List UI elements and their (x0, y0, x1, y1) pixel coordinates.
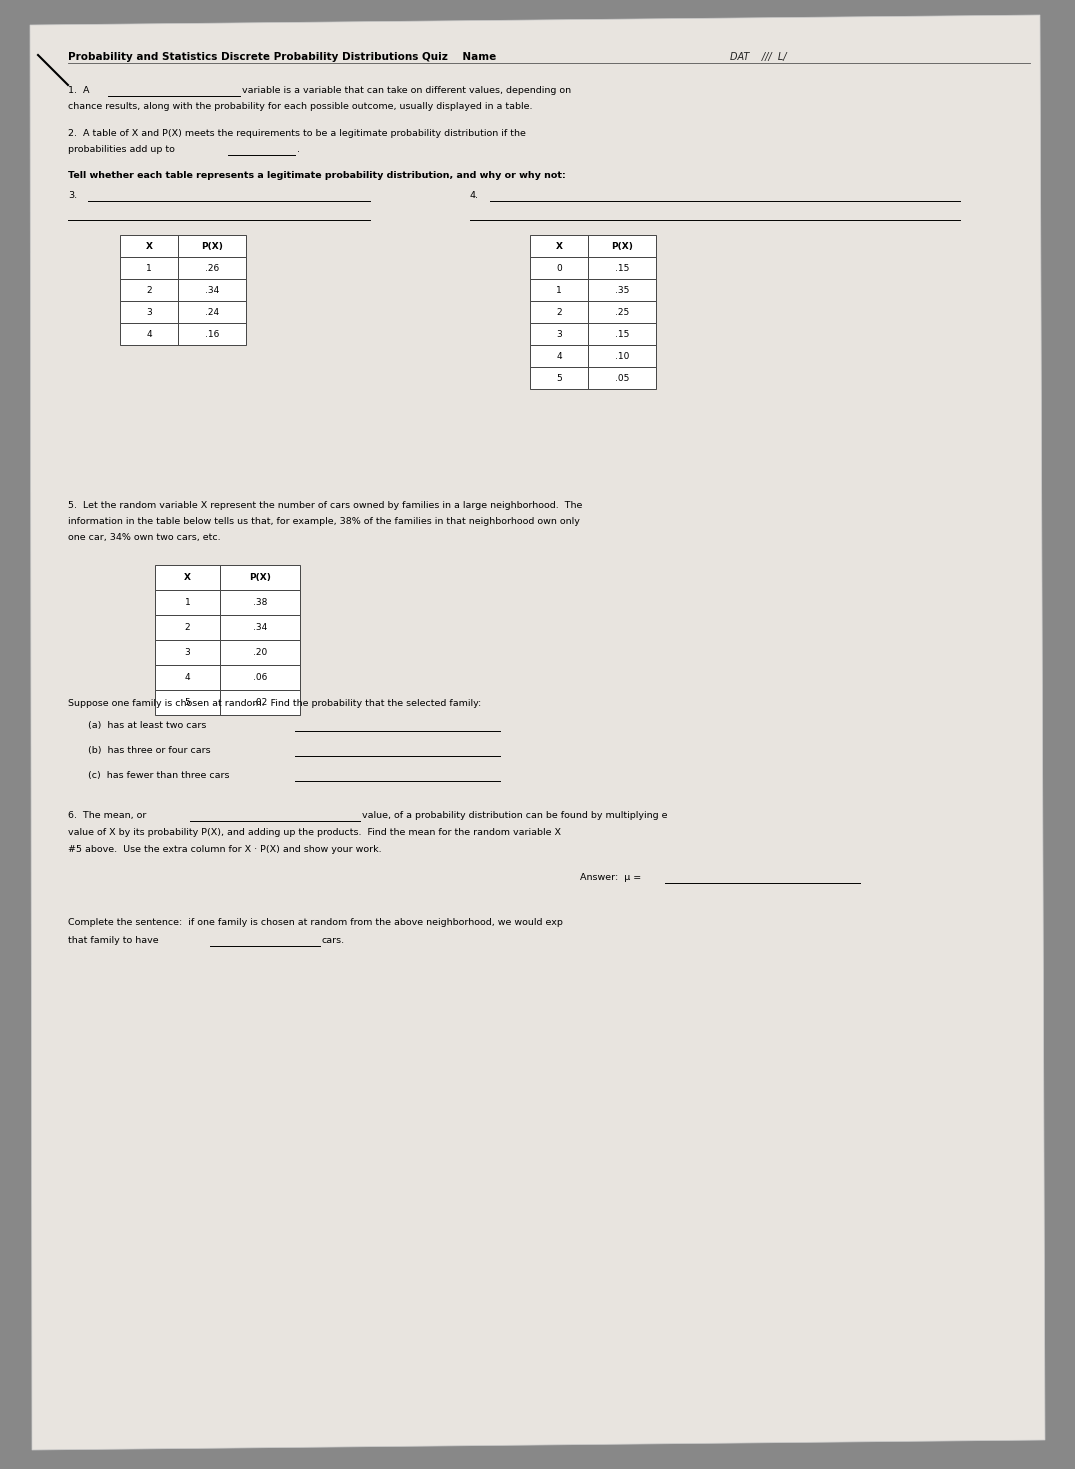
Text: 1: 1 (556, 285, 562, 294)
Bar (178, 235, 246, 257)
Text: P(X): P(X) (201, 241, 223, 251)
Text: .16: .16 (205, 329, 219, 338)
Bar (588, 301, 656, 323)
Bar (588, 257, 656, 279)
Text: Answer:  μ =: Answer: μ = (580, 873, 642, 881)
Text: .25: .25 (615, 307, 629, 316)
Bar (155, 640, 220, 665)
Text: P(X): P(X) (249, 573, 271, 582)
Bar (530, 257, 588, 279)
Text: value, of a probability distribution can be found by multiplying e: value, of a probability distribution can… (362, 811, 668, 820)
Text: .15: .15 (615, 263, 629, 273)
Text: variable is a variable that can take on different values, depending on: variable is a variable that can take on … (242, 87, 571, 95)
Text: 2.  A table of X and P(X) meets the requirements to be a legitimate probability : 2. A table of X and P(X) meets the requi… (68, 129, 526, 138)
Text: Probability and Statistics Discrete Probability Distributions Quiz    Name: Probability and Statistics Discrete Prob… (68, 51, 500, 62)
Bar (588, 279, 656, 301)
Text: .06: .06 (253, 673, 268, 682)
Bar (155, 616, 220, 640)
Bar (530, 301, 588, 323)
Text: .05: .05 (615, 373, 629, 382)
Text: 2: 2 (146, 285, 152, 294)
Bar (120, 301, 178, 323)
Text: (a)  has at least two cars: (a) has at least two cars (88, 721, 206, 730)
Text: (b)  has three or four cars: (b) has three or four cars (88, 746, 211, 755)
Bar (530, 235, 588, 257)
Bar (220, 591, 300, 616)
Text: X: X (184, 573, 191, 582)
Bar (178, 323, 246, 345)
Bar (530, 345, 588, 367)
Bar (178, 301, 246, 323)
Text: Complete the sentence:  if one family is chosen at random from the above neighbo: Complete the sentence: if one family is … (68, 918, 563, 927)
Bar (530, 367, 588, 389)
Text: 5.  Let the random variable X represent the number of cars owned by families in : 5. Let the random variable X represent t… (68, 501, 583, 510)
Text: 2: 2 (556, 307, 562, 316)
Bar (178, 257, 246, 279)
Text: 3: 3 (556, 329, 562, 338)
Bar (120, 235, 178, 257)
Text: .15: .15 (615, 329, 629, 338)
Text: 1: 1 (185, 598, 190, 607)
Text: .35: .35 (615, 285, 629, 294)
Text: 3: 3 (185, 648, 190, 657)
Bar (155, 591, 220, 616)
Bar (220, 640, 300, 665)
Text: 4: 4 (146, 329, 152, 338)
Text: 3.: 3. (68, 191, 77, 200)
Text: (c)  has fewer than three cars: (c) has fewer than three cars (88, 771, 229, 780)
Text: .20: .20 (253, 648, 267, 657)
Bar (155, 566, 220, 591)
Text: 4: 4 (185, 673, 190, 682)
Text: .38: .38 (253, 598, 268, 607)
Text: that family to have: that family to have (68, 936, 159, 945)
Text: value of X by its probability P(X), and adding up the products.  Find the mean f: value of X by its probability P(X), and … (68, 829, 561, 837)
Text: .24: .24 (205, 307, 219, 316)
Text: .10: .10 (615, 351, 629, 360)
Text: 5: 5 (185, 698, 190, 707)
Text: 5: 5 (556, 373, 562, 382)
Bar (220, 616, 300, 640)
Text: X: X (556, 241, 562, 251)
Text: Suppose one family is chosen at random.  Find the probability that the selected : Suppose one family is chosen at random. … (68, 699, 482, 708)
Bar (530, 279, 588, 301)
Text: chance results, along with the probability for each possible outcome, usually di: chance results, along with the probabili… (68, 101, 532, 112)
Bar (120, 323, 178, 345)
Text: 4.: 4. (470, 191, 479, 200)
Text: .02: .02 (253, 698, 267, 707)
Bar (220, 566, 300, 591)
Bar (588, 345, 656, 367)
Text: cars.: cars. (322, 936, 345, 945)
Bar (588, 367, 656, 389)
Text: .34: .34 (253, 623, 267, 632)
Bar (155, 665, 220, 690)
Text: #5 above.  Use the extra column for X · P(X) and show your work.: #5 above. Use the extra column for X · P… (68, 845, 382, 853)
Text: one car, 34% own two cars, etc.: one car, 34% own two cars, etc. (68, 533, 220, 542)
Text: information in the table below tells us that, for example, 38% of the families i: information in the table below tells us … (68, 517, 579, 526)
Text: .26: .26 (205, 263, 219, 273)
Bar (588, 235, 656, 257)
Text: X: X (145, 241, 153, 251)
Text: 6.  The mean, or: 6. The mean, or (68, 811, 146, 820)
Bar (220, 690, 300, 715)
Bar (155, 690, 220, 715)
Text: 0: 0 (556, 263, 562, 273)
Text: 3: 3 (146, 307, 152, 316)
Text: DAT    ///  L/: DAT /// L/ (730, 51, 787, 62)
Bar (120, 257, 178, 279)
Text: 4: 4 (556, 351, 562, 360)
Polygon shape (30, 15, 1045, 1450)
Text: .: . (297, 145, 300, 154)
Text: .34: .34 (205, 285, 219, 294)
Text: 1: 1 (146, 263, 152, 273)
Bar (120, 279, 178, 301)
Text: P(X): P(X) (611, 241, 633, 251)
Text: probabilities add up to: probabilities add up to (68, 145, 175, 154)
Bar (588, 323, 656, 345)
Bar (530, 323, 588, 345)
Text: 1.  A: 1. A (68, 87, 89, 95)
Text: Tell whether each table represents a legitimate probability distribution, and wh: Tell whether each table represents a leg… (68, 170, 565, 181)
Text: 2: 2 (185, 623, 190, 632)
Bar (220, 665, 300, 690)
Bar (178, 279, 246, 301)
